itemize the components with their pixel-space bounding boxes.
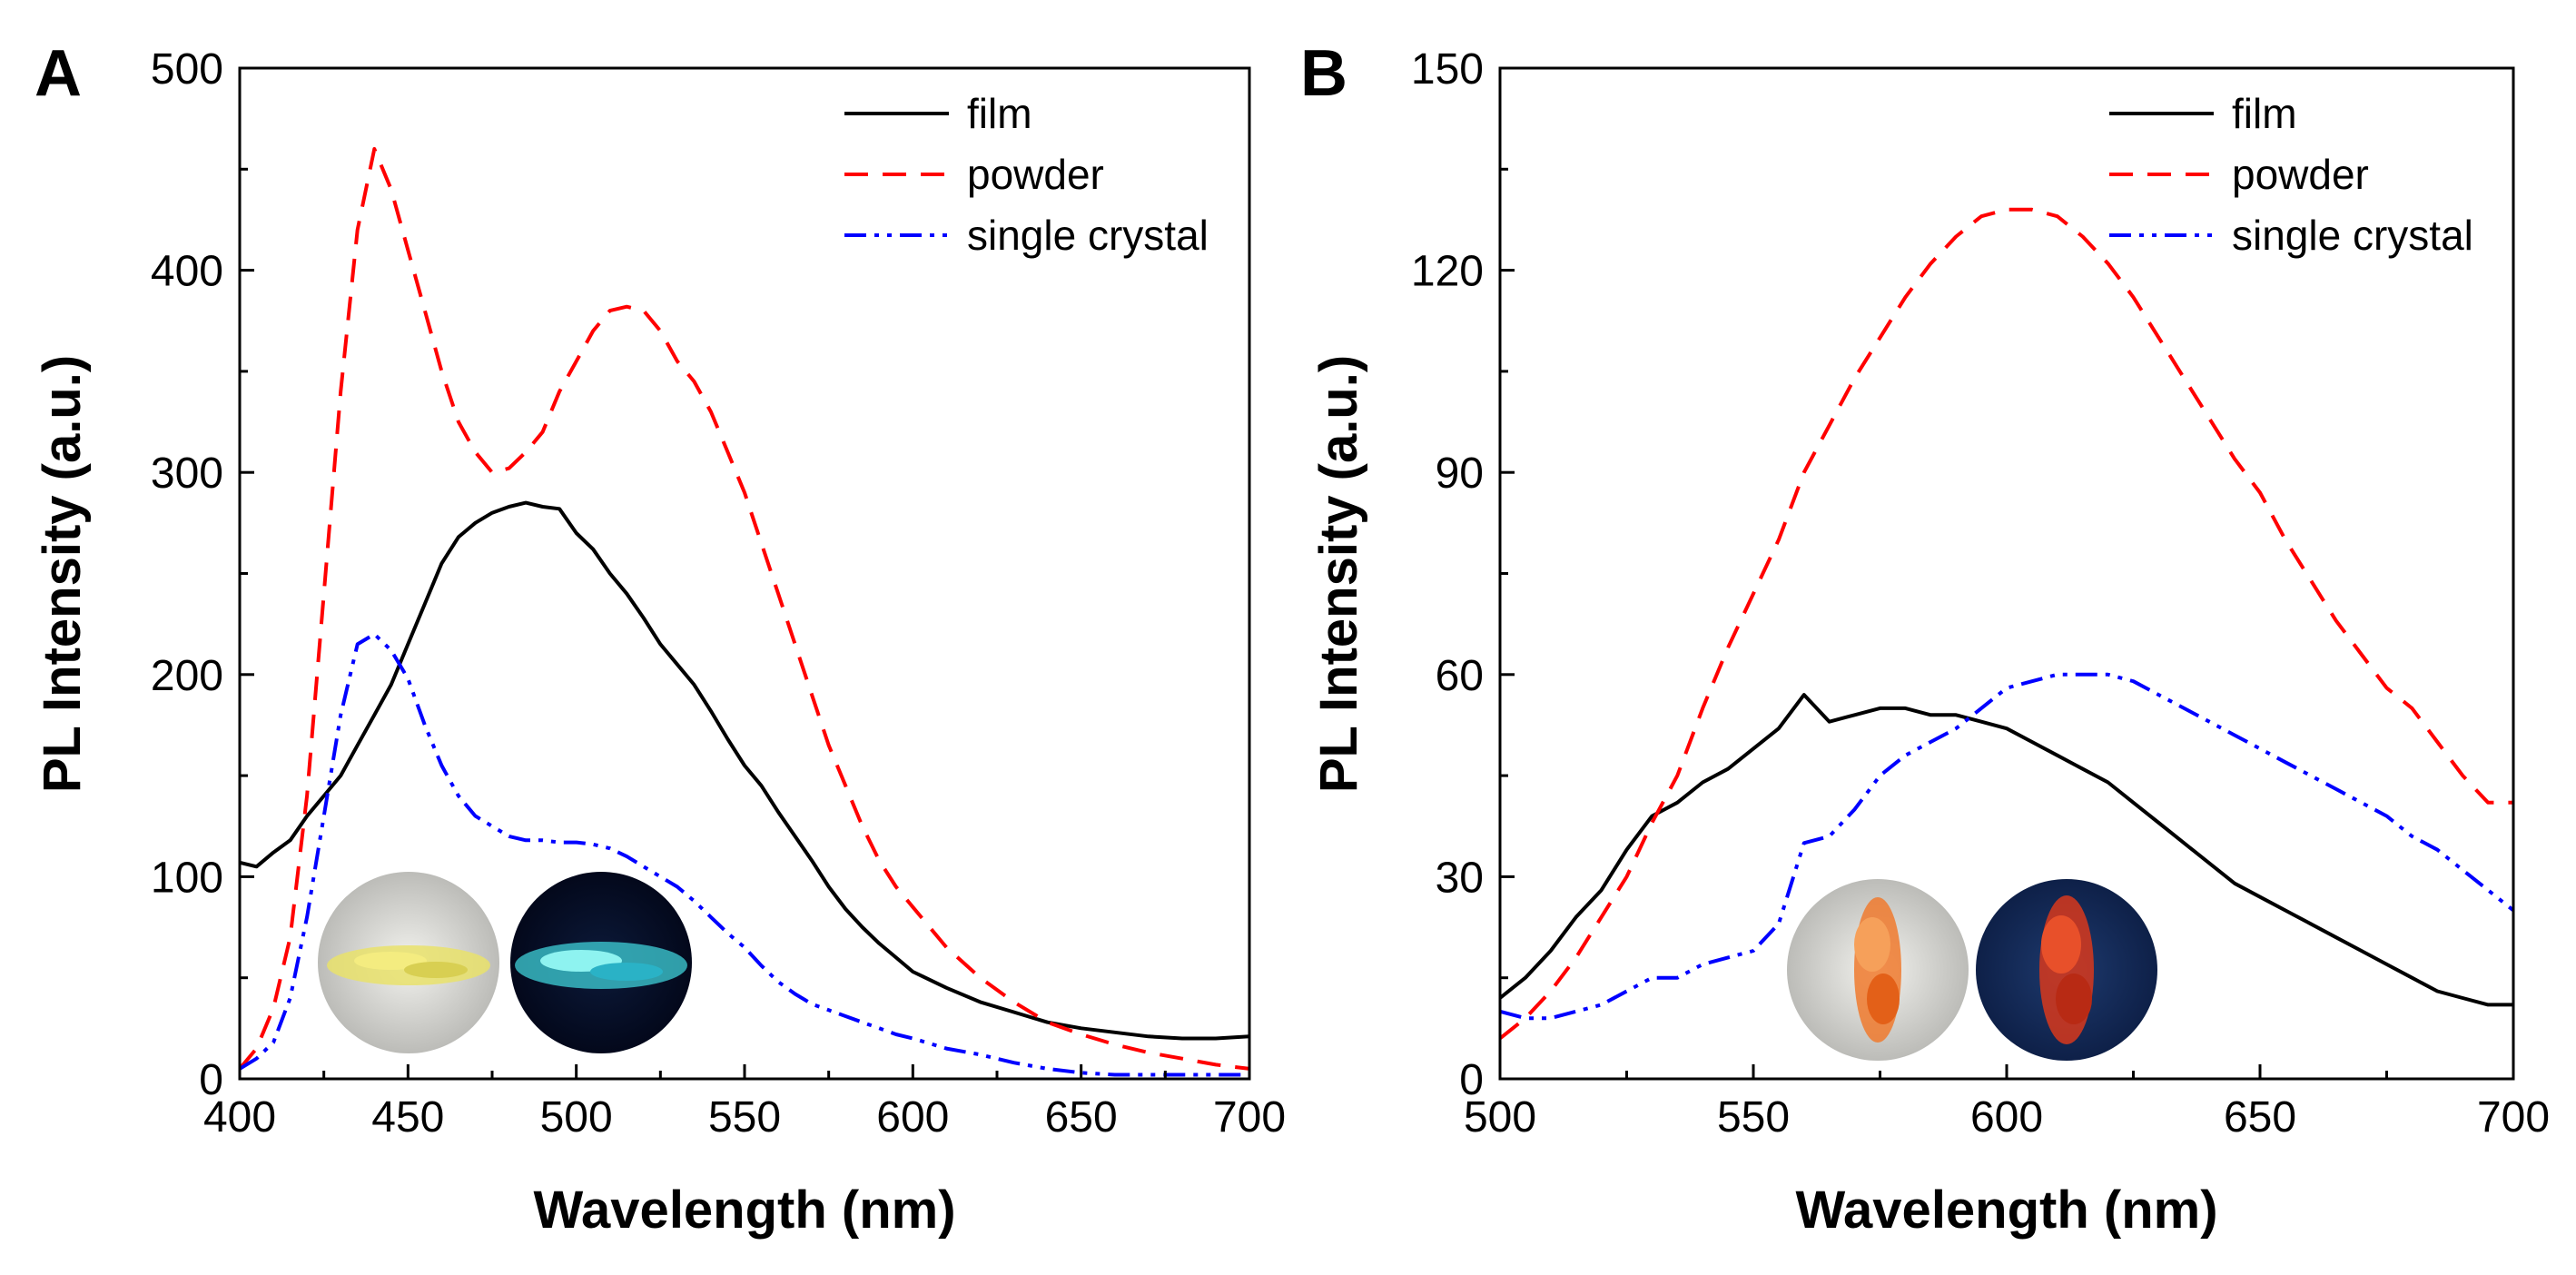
series-lines-b [1498,207,2515,1041]
y-tick-label: 30 [1436,854,1484,902]
panel-b: 500 550 600 650 700 0 30 60 90 120 150 film powder s… [1300,37,2550,1240]
legend-label: single crystal [2232,212,2473,259]
x-axis-title-a: Wavelength (nm) [533,1181,955,1240]
axis-ticks-b: 500 550 600 650 700 0 30 60 90 120 150 [1411,45,2550,1142]
y-tick-label: 60 [1436,652,1484,700]
panel-a: 400 450 500 550 600 650 700 0 100 200 300 400 500 fi… [33,37,1286,1240]
x-tick-label: 700 [1213,1093,1286,1142]
legend-label: film [967,90,1032,137]
photo-sample-daylight-icon [1787,879,1969,1061]
x-tick-label: 700 [2477,1093,2550,1142]
x-tick-label: 650 [1045,1093,1118,1142]
x-tick-label: 550 [708,1093,781,1142]
x-axis-title-b: Wavelength (nm) [1795,1181,2217,1240]
y-tick-label: 120 [1411,248,1484,296]
legend-label: powder [967,151,1104,198]
legend-a: film powder single crystal [844,90,1209,259]
y-tick-label: 400 [151,248,223,296]
series-lines-a [238,147,1250,1077]
photo-sample-daylight-icon [318,872,499,1053]
legend-label: film [2232,90,2297,137]
legend-label: powder [2232,151,2369,198]
y-tick-label: 500 [151,45,223,94]
photo-sample-uv-icon [510,872,692,1053]
legend-label: single crystal [967,212,1209,259]
y-axis-title-a: PL Intensity (a.u.) [33,355,92,793]
x-tick-label: 400 [203,1093,276,1142]
x-tick-label: 500 [540,1093,613,1142]
panel-letter-a: A [35,37,82,110]
series-line-powder [1498,207,2513,1041]
series-line-film [239,500,1250,1041]
x-tick-label: 600 [876,1093,949,1142]
series-line-powder [238,147,1250,1071]
y-tick-label: 0 [199,1056,223,1104]
y-tick-label: 90 [1436,450,1484,498]
inset-photos-a [318,872,692,1053]
x-tick-label: 650 [2224,1093,2296,1142]
y-axis-title-b: PL Intensity (a.u.) [1309,355,1368,793]
y-tick-label: 100 [151,854,223,902]
series-line-film [1498,693,2513,1007]
panel-letter-b: B [1300,37,1347,110]
y-tick-label: 150 [1411,45,1484,94]
legend-b: film powder single crystal [2109,90,2473,259]
x-tick-label: 450 [371,1093,444,1142]
photo-sample-uv-icon [1976,879,2157,1061]
y-tick-label: 200 [151,652,223,700]
x-tick-label: 550 [1717,1093,1790,1142]
y-tick-label: 300 [151,450,223,498]
y-tick-label: 0 [1459,1056,1484,1104]
x-tick-label: 500 [1464,1093,1536,1142]
axis-ticks-a: 400 450 500 550 600 650 700 0 100 200 300 400 500 [151,45,1286,1142]
series-line-single-crystal [1499,672,2515,1021]
x-tick-label: 600 [1970,1093,2043,1142]
inset-photos-b [1787,879,2157,1061]
